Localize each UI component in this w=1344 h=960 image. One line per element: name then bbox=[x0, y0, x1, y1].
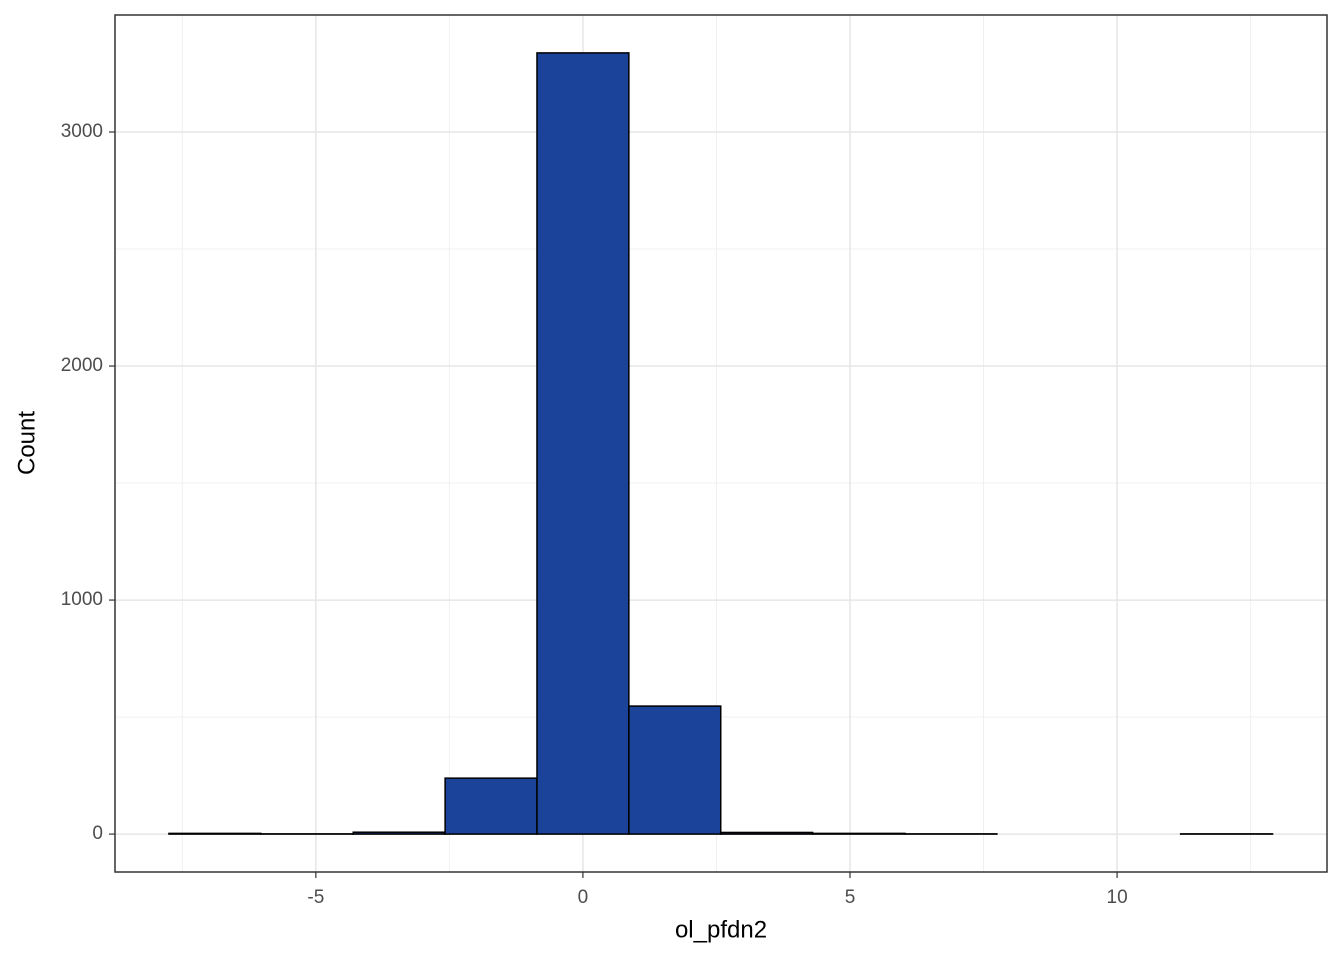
y-tick-label: 3000 bbox=[61, 121, 103, 142]
bar bbox=[352, 831, 446, 835]
panel-border bbox=[114, 14, 1328, 873]
x-axis-title: ol_pfdn2 bbox=[675, 916, 767, 943]
x-tick-label: 5 bbox=[845, 887, 856, 908]
y-tick-label: 0 bbox=[92, 823, 103, 844]
bar bbox=[719, 831, 814, 835]
bar bbox=[168, 832, 262, 835]
bar bbox=[811, 832, 906, 835]
bar bbox=[536, 52, 630, 835]
y-tick-label: 2000 bbox=[61, 355, 103, 376]
bar bbox=[444, 777, 538, 835]
y-tick-label: 1000 bbox=[61, 589, 103, 610]
x-tick-label: -5 bbox=[307, 887, 324, 908]
x-tick-label: 0 bbox=[578, 887, 589, 908]
y-axis-title: Count bbox=[13, 411, 40, 475]
bar bbox=[628, 705, 722, 835]
x-tick-label: 10 bbox=[1107, 887, 1128, 908]
